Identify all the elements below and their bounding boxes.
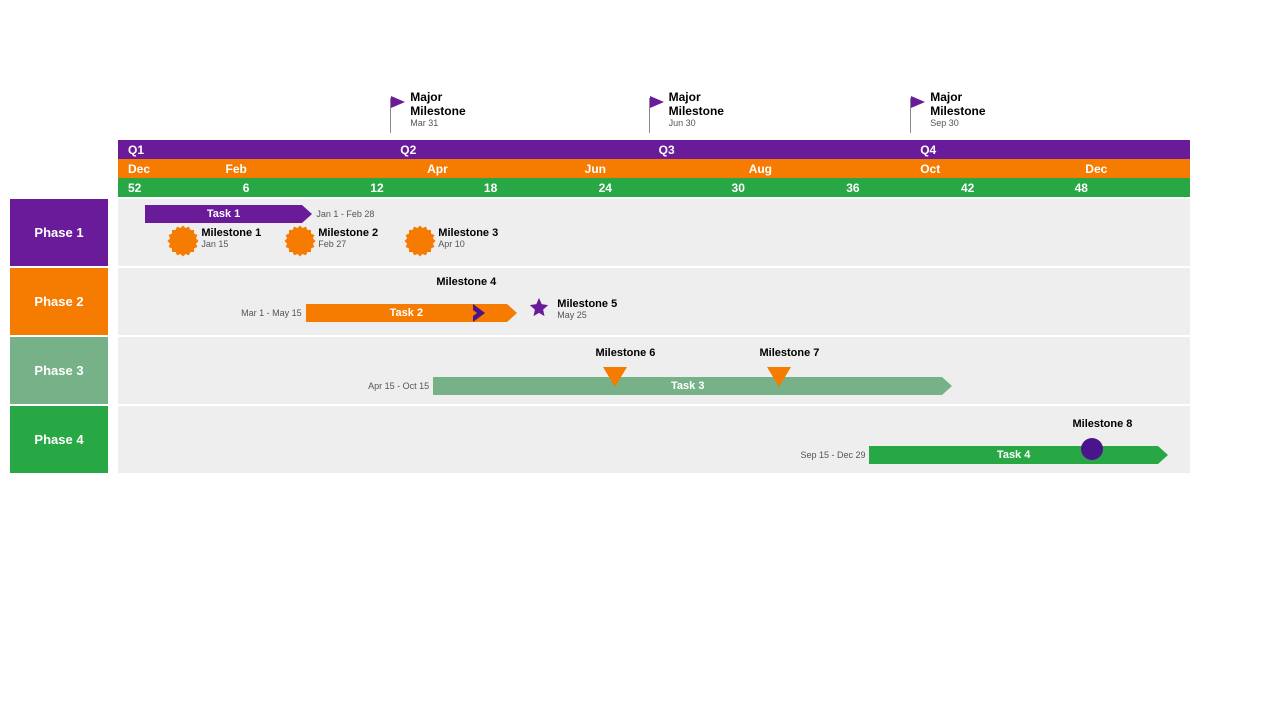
major-milestone-date: Mar 31	[410, 118, 465, 128]
phase-label: Phase 4	[10, 406, 108, 473]
task-label: Task 4	[997, 449, 1030, 461]
milestone-title: Milestone 5	[557, 298, 617, 310]
major-milestone-date: Sep 30	[930, 118, 985, 128]
months-label: Apr	[417, 159, 448, 178]
major-milestone-title: Major Milestone	[410, 90, 465, 118]
milestone-title: Milestone 2	[318, 227, 378, 239]
task-date-label: Jan 1 - Feb 28	[316, 209, 374, 219]
months-label: Jun	[575, 159, 606, 178]
weeks-label: 24	[589, 178, 612, 197]
quarters-label: Q3	[649, 140, 911, 159]
task-bar: Task 4	[869, 446, 1157, 464]
milestone-title: Milestone 8	[1052, 418, 1152, 430]
milestone-date: Apr 10	[438, 239, 498, 249]
milestone-date: May 25	[557, 310, 617, 320]
task-date-label: Sep 15 - Dec 29	[800, 450, 865, 460]
star-icon	[528, 296, 550, 318]
burst-icon	[406, 227, 434, 255]
months-band: Dec Feb Apr Jun Aug Oct Dec	[118, 159, 1190, 178]
task-bar: Task 1	[145, 205, 303, 223]
months-label: Aug	[739, 159, 772, 178]
phase-row: Phase 2Task 2Mar 1 - May 15Milestone 4Mi…	[118, 268, 1190, 335]
triangle-icon	[767, 367, 791, 387]
phase-row: Phase 4Task 4Sep 15 - Dec 29Milestone 8	[118, 406, 1190, 473]
quarters-label: Q4	[910, 140, 1190, 159]
weeks-label: 52	[118, 178, 141, 197]
task-bar: Task 3	[433, 377, 942, 395]
task-label: Task 2	[390, 307, 423, 319]
task-bar: Task 2	[306, 304, 508, 322]
task-label: Task 1	[207, 208, 240, 220]
phase-label: Phase 1	[10, 199, 108, 266]
milestone-date: Feb 27	[318, 239, 378, 249]
months-label: Feb	[216, 159, 247, 178]
triangle-icon	[603, 367, 627, 387]
weeks-label: 36	[836, 178, 859, 197]
phase-label: Phase 2	[10, 268, 108, 335]
weeks-band: 52 6 12 18 24 30 36 42 48	[118, 178, 1190, 197]
task-label: Task 3	[671, 380, 704, 392]
milestone-title: Milestone 6	[575, 347, 675, 359]
major-milestone-title: Major Milestone	[669, 90, 724, 118]
milestone-title: Milestone 4	[436, 276, 496, 288]
burst-icon	[286, 227, 314, 255]
quarters-label: Q1	[118, 140, 390, 159]
phase-row: Phase 1Task 1Jan 1 - Feb 28Milestone 1Ja…	[118, 199, 1190, 266]
milestone-date: Jan 15	[201, 239, 261, 249]
task-date-label: Apr 15 - Oct 15	[368, 381, 429, 391]
milestone-title: Milestone 7	[739, 347, 839, 359]
months-label: Dec	[1075, 159, 1107, 178]
months-label: Dec	[118, 159, 150, 178]
phase-row: Phase 3Task 3Apr 15 - Oct 15Milestone 6M…	[118, 337, 1190, 404]
weeks-label: 18	[474, 178, 497, 197]
weeks-label: 6	[233, 178, 250, 197]
major-milestone-date: Jun 30	[669, 118, 724, 128]
weeks-label: 12	[360, 178, 383, 197]
weeks-label: 48	[1065, 178, 1088, 197]
timeline-chart: Major MilestoneMar 31Major MilestoneJun …	[10, 140, 1190, 473]
burst-icon	[169, 227, 197, 255]
weeks-label: 30	[722, 178, 745, 197]
milestone-title: Milestone 1	[201, 227, 261, 239]
months-label: Oct	[910, 159, 940, 178]
task-date-label: Mar 1 - May 15	[241, 308, 302, 318]
major-milestone-title: Major Milestone	[930, 90, 985, 118]
weeks-label: 42	[951, 178, 974, 197]
quarters-label: Q2	[390, 140, 648, 159]
quarters-band: Q1Q2Q3Q4	[118, 140, 1190, 159]
milestone-title: Milestone 3	[438, 227, 498, 239]
phase-label: Phase 3	[10, 337, 108, 404]
